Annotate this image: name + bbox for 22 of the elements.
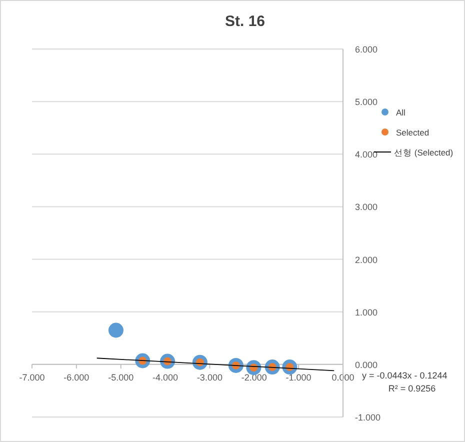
title: St. 16 [224, 13, 266, 30]
y-tick-label: 1.000 [355, 307, 378, 318]
x-tick-label: -5.000 [108, 372, 134, 382]
x-tick-label: -3.000 [196, 372, 222, 382]
y-tick-label: 3.000 [355, 202, 378, 212]
text: y = -0.0443x - 0.1244 [362, 370, 448, 380]
y-tick-label: 0.000 [355, 360, 378, 370]
text: R² = 0.9256 [388, 383, 436, 394]
legend-label: Selected [396, 128, 430, 138]
y-tick-label: 2.000 [355, 254, 378, 265]
legend-label: 선형 (Selected) [394, 148, 454, 158]
x-tick-label: -2.000 [241, 372, 267, 382]
x-tick-label: -1.000 [286, 372, 312, 382]
y-tick-label: 5.000 [355, 97, 378, 108]
y-tick-label: 6.000 [355, 44, 378, 54]
x-tick-label: -7.000 [19, 372, 45, 382]
legend-label: All [396, 108, 406, 118]
y-tick-label: 4.000 [355, 150, 378, 160]
y-tick-label: -1.000 [355, 412, 381, 422]
point [108, 322, 124, 338]
x-tick-label: -4.000 [152, 372, 178, 382]
x-tick-label: -6.000 [64, 372, 90, 382]
